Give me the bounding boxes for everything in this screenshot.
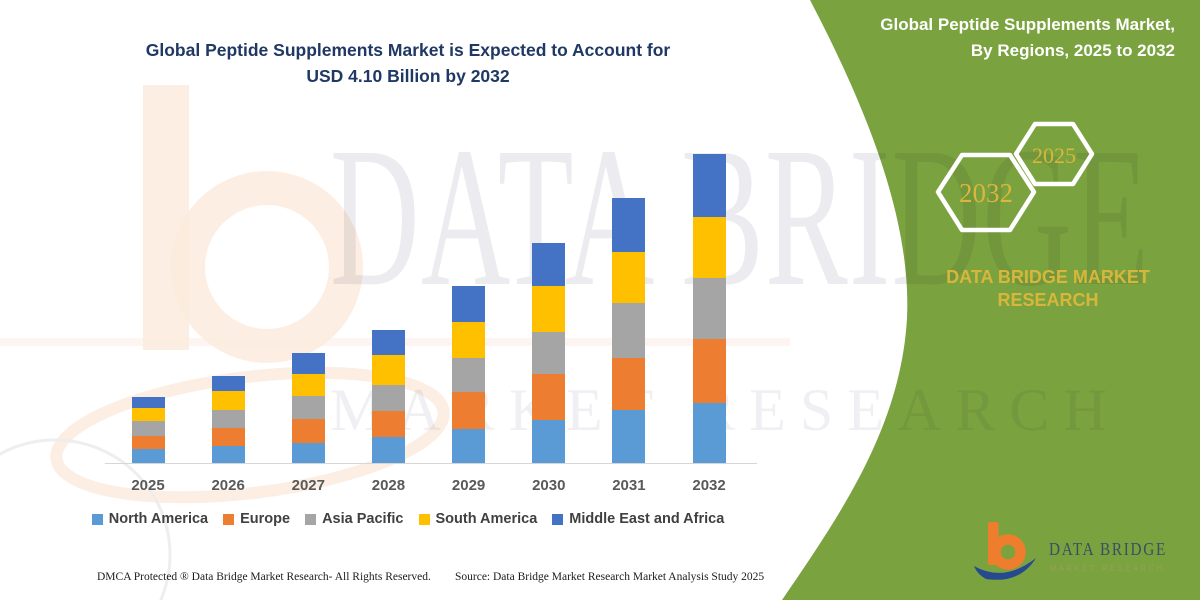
hexagon-2032-label: 2032 bbox=[959, 178, 1013, 208]
segment-middle-east-and-africa-2030 bbox=[532, 242, 566, 286]
segment-north-america-2028 bbox=[371, 437, 405, 463]
legend-label-south-america: South America bbox=[435, 511, 538, 527]
segment-middle-east-and-africa-2028 bbox=[371, 330, 405, 356]
stacked-bar-2032 bbox=[692, 153, 726, 463]
segment-north-america-2029 bbox=[452, 429, 486, 463]
segment-europe-2025 bbox=[131, 435, 165, 449]
segment-europe-2030 bbox=[532, 374, 566, 420]
segment-europe-2027 bbox=[291, 418, 325, 444]
x-axis-label-2027: 2027 bbox=[291, 477, 325, 494]
watermark-b-bowl bbox=[171, 171, 363, 363]
legend-swatch-north-america bbox=[91, 513, 103, 525]
chart-legend: North America Europe Asia Pacific South Ame… bbox=[8, 511, 808, 527]
segment-south-america-2029 bbox=[452, 322, 486, 358]
segment-north-america-2026 bbox=[211, 446, 245, 463]
legend-swatch-asia-pacific bbox=[305, 513, 317, 525]
x-axis-label-2029: 2029 bbox=[451, 477, 486, 494]
legend-item-south-america: South America bbox=[418, 511, 538, 527]
stacked-bar-2030 bbox=[532, 242, 566, 463]
legend-label-asia-pacific: Asia Pacific bbox=[322, 511, 404, 527]
segment-middle-east-and-africa-2026 bbox=[211, 375, 245, 392]
segment-europe-2028 bbox=[371, 411, 405, 438]
watermark-circle-arc bbox=[0, 438, 172, 600]
legend-swatch-europe bbox=[223, 513, 235, 525]
hexagon-badges: 2032 2025 bbox=[935, 121, 1095, 233]
stacked-bar-2025 bbox=[131, 396, 165, 463]
hexagon-2032 bbox=[935, 152, 1037, 233]
segment-south-america-2028 bbox=[371, 355, 405, 385]
legend-label-europe: Europe bbox=[240, 511, 291, 527]
segment-asia-pacific-2025 bbox=[131, 420, 165, 436]
stacked-bar-2029 bbox=[452, 285, 486, 463]
segment-south-america-2030 bbox=[532, 285, 566, 332]
segment-north-america-2027 bbox=[291, 443, 325, 463]
segment-south-america-2025 bbox=[131, 408, 165, 421]
segment-south-america-2027 bbox=[291, 374, 325, 396]
segment-europe-2031 bbox=[612, 358, 646, 410]
chart-area: Global Peptide Supplements Market is Exp… bbox=[91, 40, 765, 583]
data-bridge-logo: DATA BRIDGE MARKET RESEARCH bbox=[974, 522, 1167, 580]
dmca-footnote: DMCA Protected ® Data Bridge Market Rese… bbox=[97, 571, 431, 583]
logo-wordmark: DATA BRIDGE bbox=[1049, 539, 1167, 559]
legend-item-middle-east-and-africa: Middle East and Africa bbox=[552, 511, 724, 527]
legend-item-north-america: North America bbox=[91, 511, 209, 527]
segment-asia-pacific-2030 bbox=[532, 331, 566, 374]
segment-europe-2032 bbox=[692, 339, 726, 403]
segment-middle-east-and-africa-2025 bbox=[131, 396, 165, 409]
segment-asia-pacific-2028 bbox=[371, 384, 405, 412]
x-axis-label-2031: 2031 bbox=[612, 477, 646, 494]
chart-title: Global Peptide Supplements Market is Exp… bbox=[145, 40, 671, 87]
x-axis-label-2030: 2030 bbox=[532, 477, 566, 494]
segment-south-america-2031 bbox=[612, 251, 646, 304]
segment-north-america-2032 bbox=[692, 402, 726, 463]
x-axis-label-2032: 2032 bbox=[692, 477, 726, 494]
green-panel-shape bbox=[782, 0, 1200, 600]
segment-north-america-2030 bbox=[532, 420, 566, 463]
hexagon-2025-label: 2025 bbox=[1032, 143, 1076, 168]
segment-middle-east-and-africa-2031 bbox=[612, 198, 646, 252]
stacked-bar-2027 bbox=[291, 352, 325, 463]
stacked-bar-2031 bbox=[612, 198, 646, 463]
x-axis-line bbox=[105, 463, 757, 464]
legend-label-north-america: North America bbox=[108, 511, 209, 527]
stacked-bar-plot: 2025 2026 2027 2028 2029 2030 2031 2032 bbox=[105, 153, 757, 494]
legend-item-asia-pacific: Asia Pacific bbox=[305, 511, 404, 527]
segment-middle-east-and-africa-2029 bbox=[452, 285, 486, 323]
segment-south-america-2032 bbox=[692, 216, 726, 278]
brand-caption: DATA BRIDGE MARKET RESEARCH bbox=[946, 267, 1150, 311]
x-axis-label-2028: 2028 bbox=[371, 477, 406, 494]
segment-north-america-2031 bbox=[612, 409, 646, 463]
segment-europe-2026 bbox=[211, 428, 245, 447]
segment-middle-east-and-africa-2027 bbox=[291, 352, 325, 375]
segment-asia-pacific-2026 bbox=[211, 410, 245, 429]
segment-asia-pacific-2029 bbox=[452, 357, 486, 393]
source-footnote: Source: Data Bridge Market Research Mark… bbox=[455, 571, 765, 583]
x-axis-label-2026: 2026 bbox=[211, 477, 245, 494]
logo-tagline: MARKET RESEARCH bbox=[1050, 564, 1165, 573]
segment-middle-east-and-africa-2032 bbox=[692, 153, 726, 217]
x-axis-label-2025: 2025 bbox=[131, 477, 165, 494]
hexagon-2025 bbox=[1013, 121, 1095, 187]
segment-asia-pacific-2027 bbox=[291, 395, 325, 419]
segment-europe-2029 bbox=[452, 392, 486, 430]
segment-asia-pacific-2031 bbox=[612, 303, 646, 359]
segment-north-america-2025 bbox=[131, 448, 165, 463]
segment-south-america-2026 bbox=[211, 391, 245, 411]
legend-item-europe: Europe bbox=[223, 511, 290, 527]
logo-b-bowl bbox=[990, 534, 1026, 570]
segment-asia-pacific-2032 bbox=[692, 277, 726, 340]
legend-swatch-south-america bbox=[418, 513, 430, 525]
panel-heading: Global Peptide Supplements Market, By Re… bbox=[880, 15, 1175, 61]
stacked-bar-2026 bbox=[211, 375, 245, 463]
stacked-bar-2028 bbox=[371, 330, 405, 463]
legend-label-middle-east-and-africa: Middle East and Africa bbox=[569, 511, 725, 527]
legend-swatch-middle-east-and-africa bbox=[552, 513, 564, 525]
logo-swoosh bbox=[974, 558, 1036, 580]
